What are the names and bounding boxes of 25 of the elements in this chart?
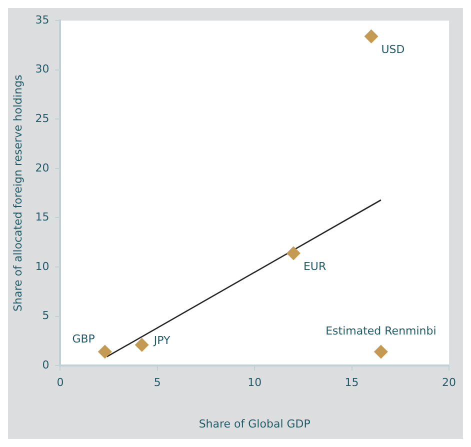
y-tick-label: 5 [42, 309, 50, 322]
y-tick-label: 0 [42, 358, 50, 372]
y-tick-label: 25 [35, 112, 50, 126]
series-label: EUR [303, 260, 326, 274]
point [98, 344, 112, 359]
y-tick-label: 20 [35, 161, 50, 174]
x-tick-label: 0 [56, 376, 64, 390]
series-label: GBP [72, 332, 96, 346]
point [134, 338, 149, 352]
point [364, 29, 378, 44]
series-label: Estimated Renminbi [326, 324, 436, 338]
point [374, 344, 388, 359]
series-label: USD [381, 43, 405, 56]
x-axis-title: Share of Global GDP [198, 417, 311, 430]
x-tick-label: 15 [344, 376, 359, 390]
x-tick-label: 10 [248, 376, 262, 390]
point [286, 246, 300, 260]
y-axis-title: Share of allocated foreign reserve holdings [11, 74, 24, 312]
x-tick-label: 20 [442, 376, 456, 390]
y-tick-label: 35 [35, 13, 50, 26]
y-tick-label: 30 [35, 62, 50, 76]
y-tick-label: 15 [35, 210, 50, 224]
series-label: JPY [152, 334, 170, 347]
y-tick-label: 10 [35, 260, 50, 273]
x-tick-label: 5 [154, 376, 161, 390]
